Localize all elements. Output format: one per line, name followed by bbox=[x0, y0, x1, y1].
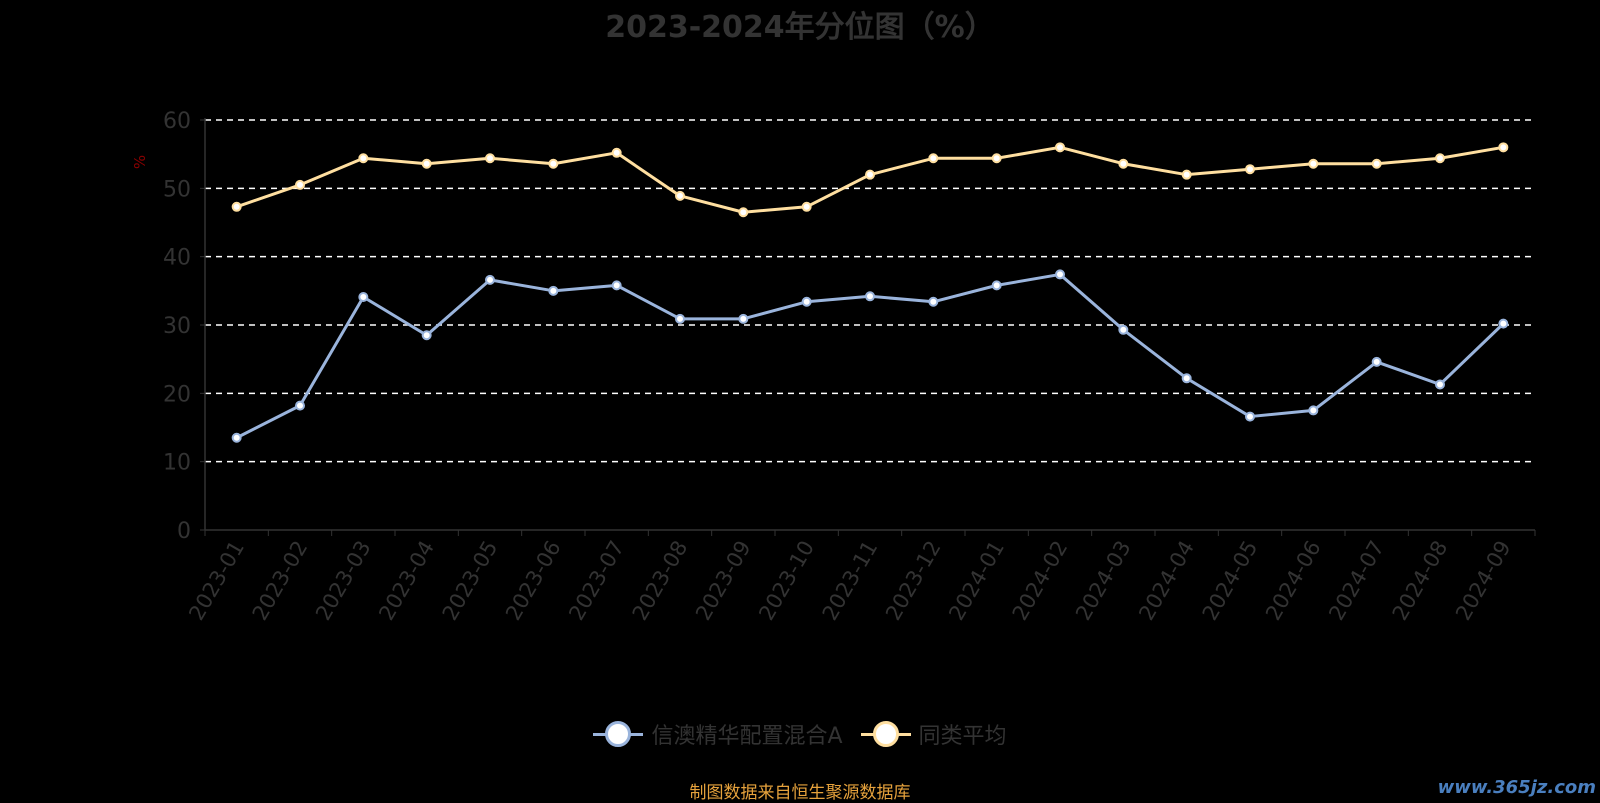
data-point bbox=[421, 158, 432, 169]
y-tick-label: 40 bbox=[163, 246, 191, 271]
data-point bbox=[991, 153, 1002, 164]
x-tick-label: 2024-07 bbox=[1324, 537, 1389, 625]
data-point bbox=[928, 153, 939, 164]
x-tick-label: 2023-09 bbox=[691, 537, 756, 625]
data-source-note: 制图数据来自恒生聚源数据库 bbox=[689, 783, 911, 803]
x-tick-label: 2024-03 bbox=[1071, 537, 1136, 625]
data-point bbox=[1181, 373, 1192, 384]
data-point bbox=[1118, 158, 1129, 169]
data-point bbox=[801, 201, 812, 212]
data-point bbox=[1181, 169, 1192, 180]
data-point bbox=[1498, 142, 1509, 153]
data-point bbox=[675, 313, 685, 324]
chart-title: 2023-2024年分位图（%） bbox=[605, 10, 995, 45]
data-point bbox=[738, 207, 749, 218]
legend-item-fund[interactable]: 信澳精华配置混合A bbox=[593, 718, 843, 750]
data-point bbox=[548, 158, 559, 169]
series-1 bbox=[231, 142, 1509, 218]
x-tick-label: 2024-05 bbox=[1198, 537, 1263, 625]
data-point bbox=[231, 432, 242, 443]
x-tick-label: 2023-04 bbox=[374, 537, 439, 625]
x-tick-label: 2023-11 bbox=[818, 537, 883, 625]
x-tick-label: 2023-12 bbox=[881, 536, 946, 624]
data-point bbox=[358, 153, 369, 164]
x-tick-label: 2023-05 bbox=[438, 537, 503, 625]
x-tick-label: 2023-03 bbox=[311, 537, 376, 625]
y-tick-label: 0 bbox=[177, 519, 191, 544]
data-point bbox=[1118, 324, 1129, 335]
data-point bbox=[1498, 318, 1509, 329]
series-line bbox=[236, 145, 1504, 214]
y-tick-label: 30 bbox=[163, 314, 191, 339]
x-tick-label: 2023-01 bbox=[184, 537, 249, 625]
x-tick-label: 2024-08 bbox=[1388, 537, 1453, 625]
data-point bbox=[1308, 158, 1319, 169]
data-point bbox=[1245, 164, 1255, 175]
data-point bbox=[675, 190, 685, 201]
data-point bbox=[738, 313, 749, 324]
x-tick-label: 2023-07 bbox=[564, 537, 629, 625]
data-point bbox=[1435, 379, 1445, 390]
watermark: www.365jz.com bbox=[1437, 777, 1596, 798]
x-tick-label: 2023-08 bbox=[628, 537, 693, 625]
x-tick-label: 2023-02 bbox=[248, 537, 313, 625]
data-point bbox=[358, 291, 369, 302]
y-tick-label: 60 bbox=[163, 109, 191, 134]
legend: 信澳精华配置混合A 同类平均 bbox=[0, 718, 1600, 750]
data-point bbox=[421, 330, 432, 341]
data-point bbox=[295, 400, 305, 411]
data-point bbox=[485, 274, 495, 285]
legend-marker-icon bbox=[593, 720, 644, 748]
legend-label-fund: 信澳精华配置混合A bbox=[651, 724, 843, 749]
data-point bbox=[231, 201, 242, 212]
data-point bbox=[928, 296, 939, 307]
x-tick-label: 2023-06 bbox=[501, 537, 566, 625]
data-point bbox=[548, 285, 559, 296]
x-tick-label: 2023-10 bbox=[754, 537, 819, 625]
data-point bbox=[1308, 405, 1319, 416]
data-point bbox=[865, 169, 875, 180]
data-point bbox=[1371, 158, 1382, 169]
data-point bbox=[1055, 269, 1065, 280]
data-point bbox=[611, 280, 622, 291]
data-point bbox=[801, 296, 812, 307]
data-point bbox=[1245, 411, 1255, 422]
x-tick-label: 2024-04 bbox=[1134, 537, 1199, 625]
series-0 bbox=[231, 269, 1509, 443]
data-point bbox=[1435, 153, 1445, 164]
x-tick-label: 2024-01 bbox=[944, 537, 1009, 625]
y-axis-label: % bbox=[131, 155, 149, 169]
x-tick-label: 2024-06 bbox=[1261, 537, 1326, 625]
data-point bbox=[865, 291, 875, 302]
data-point bbox=[611, 147, 622, 158]
data-point bbox=[485, 153, 495, 164]
y-tick-label: 50 bbox=[163, 177, 191, 202]
x-tick-label: 2024-09 bbox=[1451, 537, 1516, 625]
legend-label-average: 同类平均 bbox=[918, 724, 1007, 749]
legend-item-average[interactable]: 同类平均 bbox=[860, 718, 1007, 750]
y-tick-label: 20 bbox=[163, 382, 191, 407]
data-point bbox=[295, 179, 305, 190]
legend-marker-icon bbox=[860, 720, 911, 748]
y-tick-label: 10 bbox=[163, 451, 191, 476]
data-point bbox=[991, 280, 1002, 291]
data-point bbox=[1371, 356, 1382, 367]
data-point bbox=[1055, 142, 1065, 153]
x-tick-label: 2024-02 bbox=[1008, 537, 1073, 625]
